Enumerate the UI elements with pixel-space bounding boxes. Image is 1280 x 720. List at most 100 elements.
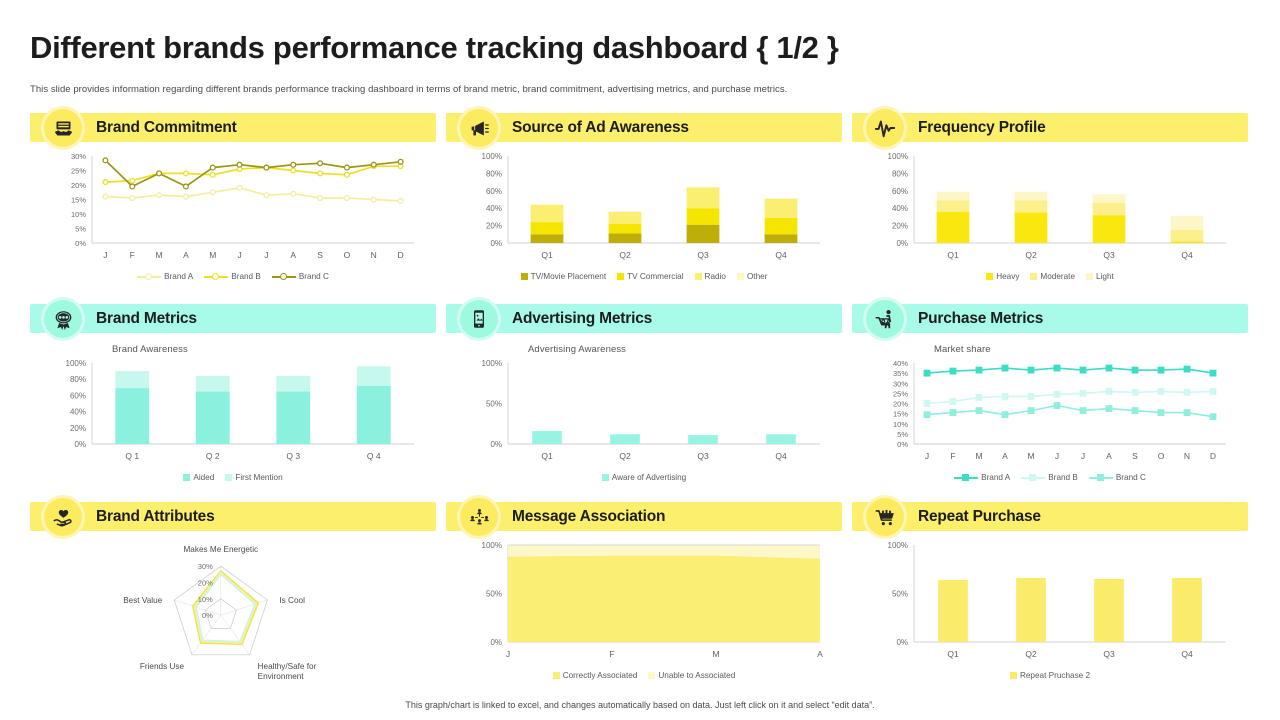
svg-text:100%: 100% xyxy=(482,359,502,368)
legend-item[interactable]: Brand C xyxy=(1088,473,1146,482)
panel-brand-commitment: Brand Commitment 0% 5% 10% 15% 20% 25% 30% J F M A M… xyxy=(30,109,436,285)
svg-text:Makes Me Energetic: Makes Me Energetic xyxy=(183,545,258,554)
panel-body-repeat-purchase: 0% 50% 100% Q1 Q2 Q3 Q4 Repeat Pruchase 2 xyxy=(852,531,1248,684)
chart-brand-commitment: 0% 5% 10% 15% 20% 25% 30% J F M A M J J A S O N D xyxy=(71,152,414,260)
legend-label: Unable to Associated xyxy=(658,671,736,680)
hand-heart-icon xyxy=(44,498,82,536)
legend-label: Light xyxy=(1096,272,1114,281)
panel-header-source-ad-awareness: Source of Ad Awareness xyxy=(446,109,842,147)
legend-swatch xyxy=(954,474,979,481)
legend-label: Aware of Advertising xyxy=(611,473,687,482)
legend-swatch xyxy=(694,273,702,280)
legend-label: Brand C xyxy=(1115,473,1146,482)
legend-swatch xyxy=(183,474,191,481)
legend-item[interactable]: First Mention xyxy=(225,473,283,482)
legend-label: First Mention xyxy=(235,473,283,482)
svg-text:50%: 50% xyxy=(486,590,502,599)
svg-text:40%: 40% xyxy=(892,204,908,213)
svg-text:O: O xyxy=(1158,451,1165,461)
svg-text:20%: 20% xyxy=(892,222,908,231)
svg-text:Q2: Q2 xyxy=(1025,649,1037,659)
legend-item[interactable]: Radio xyxy=(694,272,726,281)
svg-text:S: S xyxy=(317,250,323,260)
legend-item[interactable]: Light xyxy=(1086,272,1114,281)
legend-label: Brand B xyxy=(231,272,261,281)
legend-item[interactable]: TV/Movie Placement xyxy=(520,272,606,281)
svg-text:Q1: Q1 xyxy=(541,451,553,461)
legend-purchase-metrics: Brand A Brand B Brand C xyxy=(852,473,1248,482)
panel-repeat-purchase: Repeat Purchase 0% 50% 100% Q1 Q2 Q3 Q4 Repeat P… xyxy=(852,498,1248,684)
legend-item[interactable]: Correctly Associated xyxy=(552,671,638,680)
legend-item[interactable]: Brand B xyxy=(204,272,261,281)
legend-item[interactable]: Aware of Advertising xyxy=(601,473,687,482)
panel-header-message-association: Message Association xyxy=(446,498,842,536)
legend-item[interactable]: Brand B xyxy=(1021,473,1078,482)
legend-label: Correctly Associated xyxy=(562,671,638,680)
legend-swatch xyxy=(271,273,296,280)
svg-text:Healthy/Safe for: Healthy/Safe for xyxy=(258,662,317,671)
panel-title-brand-metrics: Brand Metrics xyxy=(96,309,197,327)
panel-body-brand-commitment: 0% 5% 10% 15% 20% 25% 30% J F M A M J J A S O N D Brand A Br… xyxy=(30,142,436,285)
legend-item[interactable]: Brand A xyxy=(137,272,193,281)
svg-text:F: F xyxy=(609,649,614,659)
panel-title-brand-attributes: Brand Attributes xyxy=(96,507,215,525)
panel-title-source-ad-awareness: Source of Ad Awareness xyxy=(512,118,689,136)
legend-item[interactable]: Other xyxy=(736,272,767,281)
svg-text:0%: 0% xyxy=(896,239,908,248)
svg-text:80%: 80% xyxy=(892,169,908,178)
svg-text:100%: 100% xyxy=(888,152,908,161)
svg-text:Q1: Q1 xyxy=(541,250,553,260)
legend-swatch xyxy=(137,273,162,280)
chart-repeat-purchase: 0% 50% 100% Q1 Q2 Q3 Q4 xyxy=(888,541,1226,659)
legend-swatch xyxy=(552,672,560,679)
panel-advertising-metrics: Advertising Metrics Advertising Awareness… xyxy=(446,300,842,486)
svg-text:Q1: Q1 xyxy=(947,250,959,260)
panel-header-purchase-metrics: Purchase Metrics xyxy=(852,300,1248,338)
svg-text:Q4: Q4 xyxy=(775,250,787,260)
svg-text:0%: 0% xyxy=(896,638,908,647)
panel-body-advertising-metrics: Advertising Awareness 0% 50% 100% Q1 Q2 Q3 Q4 Aw… xyxy=(446,333,842,486)
svg-text:0%: 0% xyxy=(490,440,502,449)
megaphone-icon xyxy=(460,109,498,147)
panel-header-frequency-profile: Frequency Profile xyxy=(852,109,1248,147)
chart-brand-metrics: 0% 20% 40% 60% 80% 100% Q 1 Q 2 Q 3 Q 4 xyxy=(66,359,414,461)
legend-item[interactable]: Heavy xyxy=(986,272,1019,281)
legend-advertising-metrics: Aware of Advertising xyxy=(446,473,842,482)
svg-text:30%: 30% xyxy=(198,562,213,571)
svg-text:0%: 0% xyxy=(490,239,502,248)
svg-text:15%: 15% xyxy=(71,196,86,205)
legend-label: Moderate xyxy=(1040,272,1076,281)
panel-body-message-association: 0% 50% 100% J F M A Correctly Associated Unable … xyxy=(446,531,842,684)
svg-text:100%: 100% xyxy=(66,359,86,368)
svg-text:50%: 50% xyxy=(892,590,908,599)
cart-icon xyxy=(866,498,904,536)
svg-text:35%: 35% xyxy=(893,369,908,378)
panel-frequency-profile: Frequency Profile 0% 20% 40% 60% 80% 100% Q1 Q2 Q… xyxy=(852,109,1248,285)
svg-text:D: D xyxy=(1210,451,1216,461)
legend-item[interactable]: Repeat Pruchase 2 xyxy=(1009,671,1090,680)
svg-text:60%: 60% xyxy=(486,187,502,196)
legend-item[interactable]: Aided xyxy=(183,473,214,482)
panel-title-advertising-metrics: Advertising Metrics xyxy=(512,309,653,327)
svg-text:Q4: Q4 xyxy=(775,451,787,461)
svg-text:F: F xyxy=(950,451,955,461)
legend-item[interactable]: Brand A xyxy=(954,473,1010,482)
legend-item[interactable]: Unable to Associated xyxy=(648,671,735,680)
svg-text:30%: 30% xyxy=(71,152,86,161)
legend-label: Brand B xyxy=(1048,473,1078,482)
svg-text:40%: 40% xyxy=(893,359,908,368)
svg-text:Q 3: Q 3 xyxy=(286,451,300,461)
svg-text:Q4: Q4 xyxy=(1181,649,1193,659)
svg-text:5%: 5% xyxy=(75,225,86,234)
svg-text:20%: 20% xyxy=(70,424,86,433)
svg-text:20%: 20% xyxy=(486,222,502,231)
legend-swatch xyxy=(1030,273,1038,280)
svg-text:80%: 80% xyxy=(70,375,86,384)
chart-frequency-profile: 0% 20% 40% 60% 80% 100% Q1 Q2 Q3 Q4 xyxy=(888,152,1226,260)
legend-item[interactable]: Brand C xyxy=(271,272,329,281)
legend-item[interactable]: TV Commercial xyxy=(617,272,684,281)
svg-text:Q4: Q4 xyxy=(1181,250,1193,260)
svg-text:J: J xyxy=(264,250,268,260)
svg-text:Is Cool: Is Cool xyxy=(279,596,305,605)
legend-item[interactable]: Moderate xyxy=(1030,272,1075,281)
